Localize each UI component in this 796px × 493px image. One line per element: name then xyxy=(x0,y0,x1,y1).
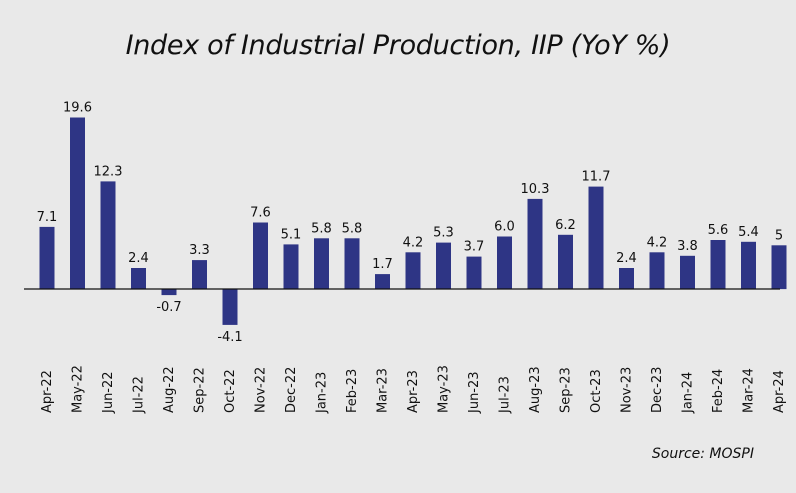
bar-Feb-24 xyxy=(710,240,726,289)
bar-Nov-22 xyxy=(253,222,268,289)
data-label-Apr-23: 4.2 xyxy=(403,235,424,250)
x-tick-Nov-23: Nov-23 xyxy=(620,367,635,413)
data-label-Jul-23: 6.0 xyxy=(494,220,515,235)
data-label-Apr-24: 5 xyxy=(775,228,783,243)
data-label-May-23: 5.3 xyxy=(433,226,454,241)
data-label-Jan-23: 5.8 xyxy=(311,221,332,236)
x-tick-Feb-23: Feb-23 xyxy=(345,369,360,413)
x-tick-Jun-22: Jun-22 xyxy=(101,371,116,414)
bar-Dec-23 xyxy=(649,252,665,290)
bar-Apr-22 xyxy=(39,226,55,289)
bar-Nov-23 xyxy=(619,268,634,289)
data-label-Feb-23: 5.8 xyxy=(342,221,363,236)
data-label-Oct-23: 11.7 xyxy=(582,170,611,185)
x-tick-Jul-22: Jul-22 xyxy=(132,376,147,414)
bar-Jun-22 xyxy=(100,181,116,289)
bar-Mar-23 xyxy=(375,274,390,289)
data-label-Mar-24: 5.4 xyxy=(738,225,759,240)
bar-May-22 xyxy=(70,117,85,289)
data-label-Jul-22: 2.4 xyxy=(128,251,149,266)
bar-May-23 xyxy=(436,242,451,289)
data-label-Nov-23: 2.4 xyxy=(616,251,637,266)
bar-Jun-23 xyxy=(466,256,482,289)
bar-Mar-24 xyxy=(741,241,756,290)
x-tick-Apr-23: Apr-23 xyxy=(406,370,421,413)
data-label-Jun-23: 3.7 xyxy=(464,240,485,255)
bar-Dec-22 xyxy=(283,244,299,289)
bar-Aug-22 xyxy=(161,289,177,296)
data-label-Oct-22: -4.1 xyxy=(217,330,242,345)
chart-title: Index of Industrial Production, IIP (YoY… xyxy=(125,30,671,61)
bar-Sep-22 xyxy=(192,260,207,289)
x-tick-May-23: May-23 xyxy=(437,365,452,413)
data-label-Dec-23: 4.2 xyxy=(647,235,668,250)
data-label-Jun-22: 12.3 xyxy=(94,164,123,179)
bar-Aug-23 xyxy=(527,198,543,289)
x-tick-Sep-23: Sep-23 xyxy=(559,367,574,413)
bar-Oct-23 xyxy=(588,186,604,289)
x-tick-Oct-22: Oct-22 xyxy=(223,369,238,413)
bar-Apr-24 xyxy=(771,245,787,290)
x-tick-Apr-24: Apr-24 xyxy=(772,370,787,413)
x-tick-Nov-22: Nov-22 xyxy=(254,367,269,413)
data-label-May-22: 19.6 xyxy=(63,101,92,116)
x-tick-Jun-23: Jun-23 xyxy=(467,371,482,414)
bar-Jan-23 xyxy=(314,238,329,290)
x-tick-Dec-23: Dec-23 xyxy=(650,367,665,413)
x-tick-Jan-23: Jan-23 xyxy=(315,372,330,414)
x-tick-Mar-24: Mar-24 xyxy=(742,368,757,413)
x-tick-Jan-24: Jan-24 xyxy=(681,372,696,414)
x-tick-Sep-22: Sep-22 xyxy=(193,367,208,413)
x-tick-Oct-23: Oct-23 xyxy=(589,369,604,413)
x-tick-Dec-22: Dec-22 xyxy=(284,367,299,413)
x-tick-Jul-23: Jul-23 xyxy=(498,376,513,414)
x-tick-May-22: May-22 xyxy=(71,365,86,413)
bar-Sep-23 xyxy=(558,234,573,290)
x-tick-Mar-23: Mar-23 xyxy=(376,368,391,413)
source-note: Source: MOSPI xyxy=(651,446,754,462)
bar-Oct-22 xyxy=(222,289,238,325)
data-label-Dec-22: 5.1 xyxy=(281,227,302,242)
data-label-Mar-23: 1.7 xyxy=(372,257,393,272)
x-tick-Apr-22: Apr-22 xyxy=(40,370,55,413)
data-label-Jan-24: 3.8 xyxy=(677,239,698,254)
data-label-Apr-22: 7.1 xyxy=(37,210,58,225)
x-tick-Feb-24: Feb-24 xyxy=(711,369,726,413)
bar-Apr-23 xyxy=(405,252,421,290)
bar-Jan-24 xyxy=(680,255,695,290)
data-label-Sep-22: 3.3 xyxy=(189,243,210,258)
data-label-Sep-23: 6.2 xyxy=(555,218,576,233)
bar-Jul-22 xyxy=(131,268,146,289)
data-label-Nov-22: 7.6 xyxy=(250,206,271,221)
data-label-Aug-23: 10.3 xyxy=(521,182,550,197)
bar-Jul-23 xyxy=(497,236,512,289)
data-label-Feb-24: 5.6 xyxy=(708,223,729,238)
x-tick-Aug-22: Aug-22 xyxy=(162,366,177,413)
bar-Feb-23 xyxy=(344,238,360,290)
data-label-Aug-22: -0.7 xyxy=(156,300,181,315)
x-tick-Aug-23: Aug-23 xyxy=(528,366,543,413)
